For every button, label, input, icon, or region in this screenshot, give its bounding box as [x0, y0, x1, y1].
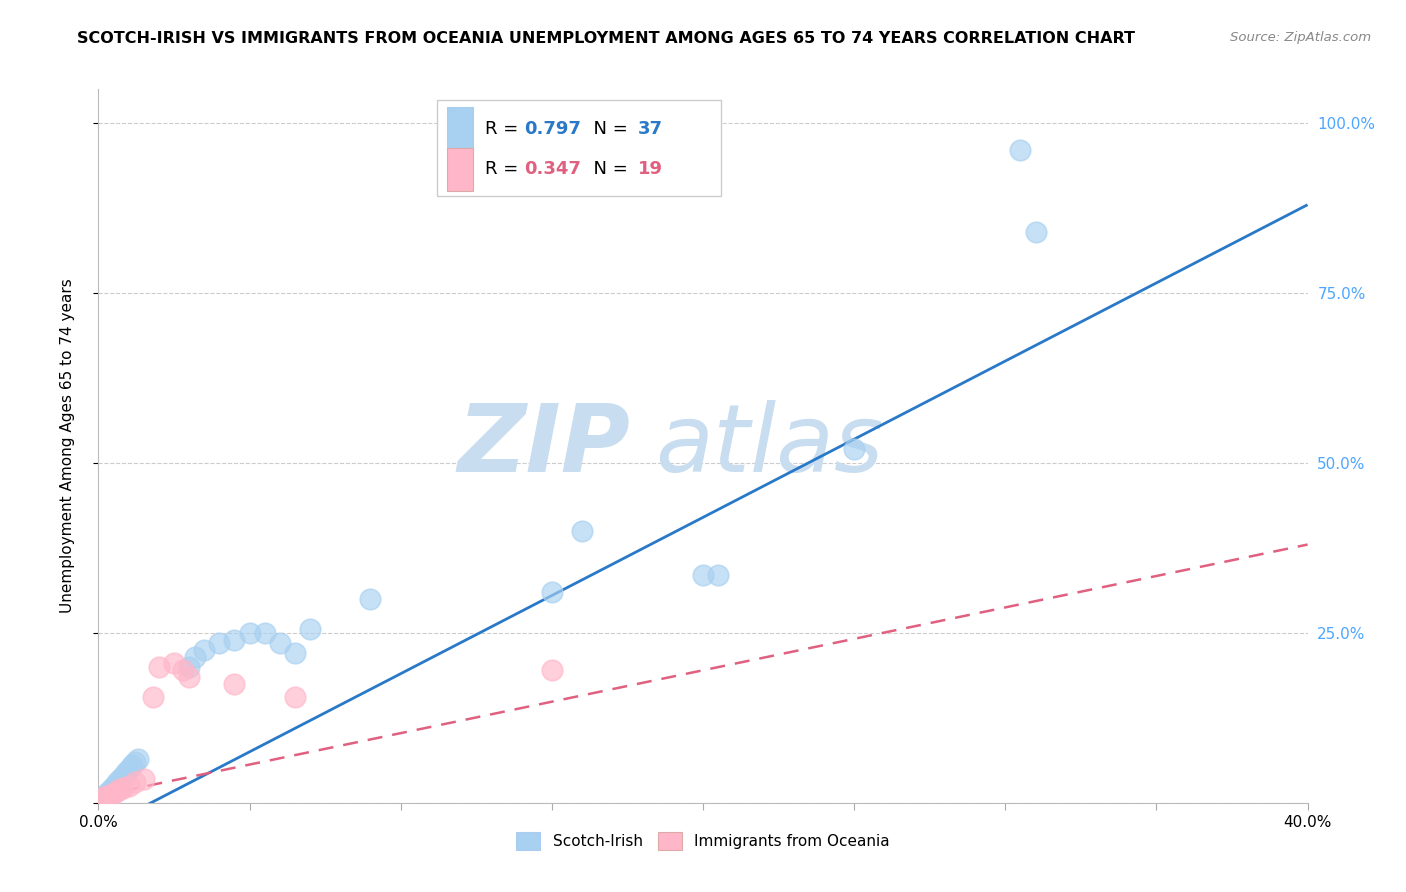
- Legend: Scotch-Irish, Immigrants from Oceania: Scotch-Irish, Immigrants from Oceania: [510, 826, 896, 855]
- Point: [108, 782, 131, 797]
- Point: [118, 762, 141, 776]
- Text: SCOTCH-IRISH VS IMMIGRANTS FROM OCEANIA UNEMPLOYMENT AMONG AGES 65 TO 74 YEARS C: SCOTCH-IRISH VS IMMIGRANTS FROM OCEANIA …: [77, 31, 1135, 46]
- Point: [124, 755, 146, 769]
- Text: 0.797: 0.797: [524, 120, 581, 137]
- Point: [253, 626, 276, 640]
- Point: [100, 783, 122, 797]
- Point: [179, 670, 201, 684]
- Point: [193, 643, 215, 657]
- Point: [269, 636, 291, 650]
- Text: Source: ZipAtlas.com: Source: ZipAtlas.com: [1230, 31, 1371, 45]
- Point: [284, 690, 307, 705]
- Point: [93, 790, 115, 805]
- Point: [132, 772, 155, 786]
- Point: [111, 769, 134, 783]
- Text: N =: N =: [582, 120, 634, 137]
- FancyBboxPatch shape: [447, 148, 474, 191]
- Point: [105, 775, 128, 789]
- Point: [90, 792, 112, 806]
- Text: N =: N =: [582, 161, 634, 178]
- Point: [540, 585, 562, 599]
- Point: [121, 758, 143, 772]
- Point: [96, 789, 118, 803]
- Point: [224, 677, 246, 691]
- FancyBboxPatch shape: [447, 107, 474, 150]
- Point: [111, 770, 134, 784]
- Point: [105, 777, 128, 791]
- Point: [93, 790, 115, 805]
- Point: [284, 646, 307, 660]
- Text: 0.347: 0.347: [524, 161, 581, 178]
- Point: [299, 623, 322, 637]
- Point: [844, 442, 866, 457]
- FancyBboxPatch shape: [437, 100, 721, 196]
- Text: R =: R =: [485, 120, 524, 137]
- Point: [93, 789, 115, 803]
- Point: [184, 649, 207, 664]
- Point: [1010, 144, 1032, 158]
- Text: ZIP: ZIP: [457, 400, 630, 492]
- Point: [1024, 225, 1046, 239]
- Point: [108, 772, 131, 786]
- Text: 37: 37: [638, 120, 662, 137]
- Point: [103, 786, 125, 800]
- Text: atlas: atlas: [655, 401, 883, 491]
- Point: [571, 524, 593, 538]
- Point: [148, 660, 170, 674]
- Point: [100, 782, 122, 797]
- Point: [163, 657, 186, 671]
- Point: [127, 751, 149, 765]
- Point: [224, 632, 246, 647]
- Point: [692, 568, 714, 582]
- Point: [105, 783, 128, 797]
- Point: [239, 626, 262, 640]
- Text: 19: 19: [638, 161, 662, 178]
- Y-axis label: Unemployment Among Ages 65 to 74 years: Unemployment Among Ages 65 to 74 years: [60, 278, 75, 614]
- Point: [100, 788, 122, 802]
- Point: [172, 663, 194, 677]
- Point: [360, 591, 382, 606]
- Point: [118, 779, 141, 793]
- Point: [90, 792, 112, 806]
- Point: [707, 568, 730, 582]
- Point: [96, 786, 118, 800]
- Point: [179, 660, 201, 674]
- Text: R =: R =: [485, 161, 524, 178]
- Point: [540, 663, 562, 677]
- Point: [114, 765, 136, 780]
- Point: [103, 779, 125, 793]
- Point: [111, 780, 134, 795]
- Point: [208, 636, 231, 650]
- Point: [142, 690, 165, 705]
- Point: [96, 788, 118, 802]
- Point: [124, 775, 146, 789]
- Point: [103, 780, 125, 795]
